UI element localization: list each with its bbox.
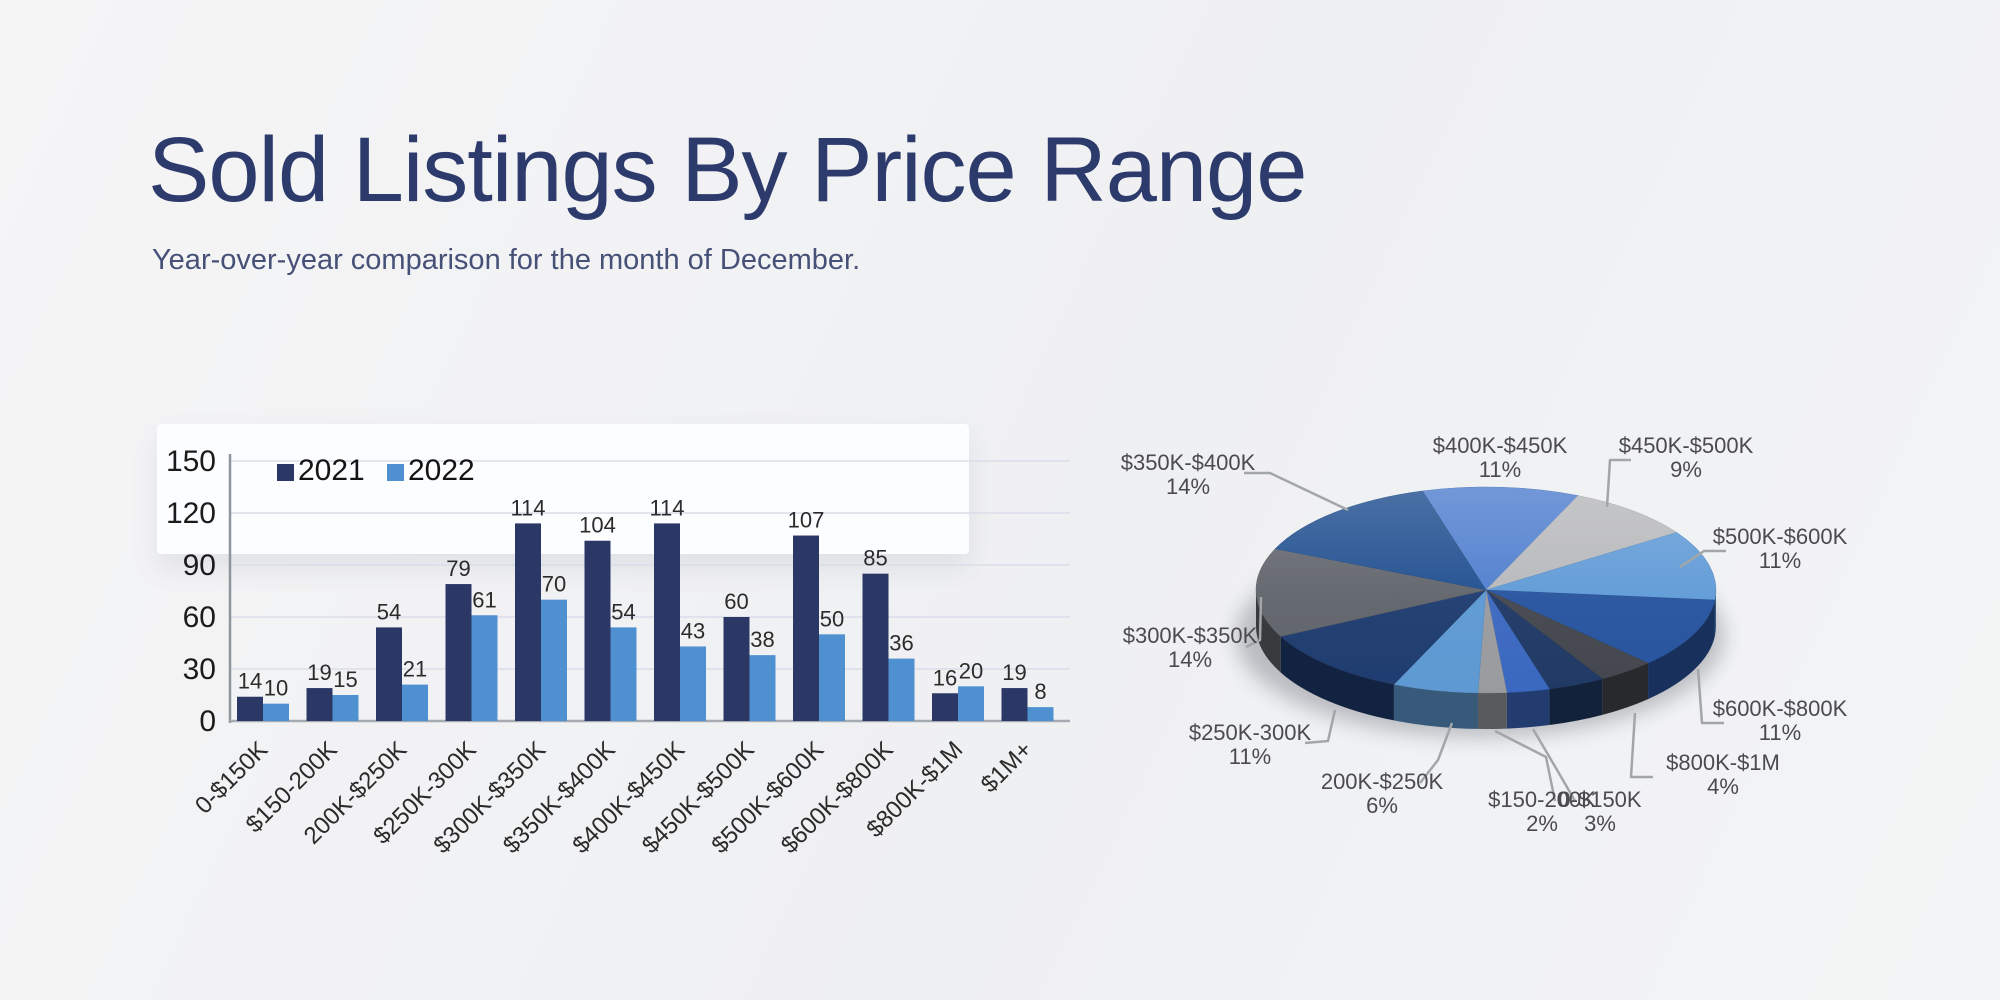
bar-value-label: 21 (403, 657, 427, 682)
bar-value-label: 107 (788, 508, 825, 533)
pie-leader-$150-200K (1494, 729, 1557, 802)
y-tick-label: 60 (183, 601, 216, 634)
bar-value-label: 16 (933, 665, 957, 690)
pie-leader-0-$150K (1531, 728, 1577, 802)
pie-slice-side-0-$150K (1506, 689, 1550, 729)
pie-label-$150-200K: $150-200K 2% (1488, 787, 1596, 836)
pie-leader-200K-$250K (1419, 722, 1454, 784)
bar-2022 (402, 684, 428, 721)
bar-2021 (654, 523, 680, 721)
bar-value-label: 50 (820, 606, 844, 631)
bar-value-label: 114 (510, 495, 545, 520)
bar-value-label: 79 (446, 556, 470, 581)
y-tick-label: 0 (199, 705, 216, 738)
pie-slice-side-200K-$250K (1393, 684, 1478, 729)
bar-value-label: 85 (863, 546, 887, 571)
bar-2021 (932, 693, 958, 721)
y-tick-label: 120 (166, 497, 216, 530)
bar-value-label: 38 (750, 627, 774, 652)
bar-value-label: 70 (542, 572, 566, 597)
pie-label-$400K-$450K: $400K-$450K 11% (1433, 433, 1568, 482)
pie-label-$600K-$800K: $600K-$800K 11% (1713, 696, 1848, 745)
bar-2021 (306, 688, 333, 721)
pie-slice-side (1549, 678, 1603, 726)
bar-value-label: 60 (724, 589, 748, 614)
bar-value-label: 10 (264, 676, 288, 701)
bar-2022 (471, 615, 498, 721)
pie-slice-side-$500K-$600K (1714, 590, 1716, 637)
legend-label-2022: 2022 (408, 454, 475, 487)
pie-leader-$500K-$600K (1679, 549, 1726, 569)
pie-leader-$600K-$800K (1696, 668, 1724, 725)
bar-value-label: 54 (611, 599, 635, 624)
bar-2021 (237, 696, 263, 721)
bar-value-label: 14 (238, 669, 262, 694)
pie-label-$800K-$1M: $800K-$1M 4% (1666, 750, 1780, 799)
y-tick-label: 30 (183, 653, 216, 686)
pie-sheen (1256, 487, 1716, 693)
pie-leader-$800K-$1M (1629, 712, 1653, 779)
bar-2021 (584, 540, 611, 721)
bar-group-$1M+: 19 8 $1M+ (976, 660, 1054, 798)
bar-2022 (610, 627, 637, 721)
bar-2022 (819, 634, 845, 721)
bar-2021 (793, 535, 819, 721)
pie-slice-side-$800K-$1M (1602, 663, 1649, 715)
pie-slice-side-$300K-$350K (1256, 590, 1281, 673)
bar-value-label: 19 (307, 660, 331, 685)
bar-value-label: 114 (649, 495, 684, 520)
bar-value-label: 20 (959, 658, 983, 683)
bar-value-label: 54 (377, 599, 401, 624)
y-tick-label: 90 (183, 549, 216, 582)
pie-leader-$450K-$500K (1605, 458, 1631, 508)
pie-chart: $400K-$450K 11% $450K-$500K 9% $500K-$600K 11… (1121, 433, 1848, 836)
pie-leader-$250K-300K (1304, 709, 1337, 745)
pie-label-$300K-$350K: $300K-$350K 14% (1123, 623, 1258, 672)
bar-value-label: 104 (579, 513, 616, 538)
pie-leader-$350K-$400K (1244, 471, 1349, 512)
pie-label-$500K-$600K: $500K-$600K 11% (1713, 524, 1848, 573)
y-tick-label: 150 (166, 445, 216, 478)
x-category-label: $1M+ (976, 736, 1038, 798)
bar-2022 (1027, 707, 1054, 721)
pie-label-0-$150K: 0-$150K 3% (1558, 787, 1642, 836)
legend-swatch-2021 (277, 464, 294, 481)
bar-2021 (1001, 688, 1028, 721)
legend-swatch-2022 (387, 464, 404, 481)
bar-2021 (862, 573, 889, 721)
bar-2021 (515, 523, 541, 721)
pie-label-$250K-300K: $250K-300K 11% (1189, 720, 1312, 769)
bar-value-label: 15 (333, 667, 357, 692)
bar-2022 (958, 686, 984, 721)
bar-2021 (376, 627, 402, 721)
bar-2022 (332, 695, 359, 721)
bar-chart-card (157, 424, 969, 554)
bar-2022 (263, 703, 289, 721)
pie-slice-side-$250K-300K (1280, 636, 1394, 721)
bar-2022 (680, 646, 706, 721)
pie-slice-side-$150-200K (1477, 692, 1507, 729)
bar-value-label: 61 (472, 587, 496, 612)
bar-value-label: 36 (889, 631, 913, 656)
bar-2021 (723, 617, 750, 721)
pie-leader-$300K-$350K (1245, 596, 1263, 649)
bar-value-label: 19 (1002, 660, 1026, 685)
page-title: Sold Listings By Price Range (148, 119, 1307, 221)
bar-value-label: 8 (1034, 679, 1046, 704)
page-subtitle: Year-over-year comparison for the month … (152, 244, 861, 276)
legend-label-2021: 2021 (298, 454, 365, 487)
bar-2022 (749, 655, 776, 721)
bar-2022 (541, 599, 567, 721)
bar-2021 (445, 584, 472, 721)
pie-label-$450K-$500K: $450K-$500K 9% (1619, 433, 1754, 482)
bar-2022 (888, 658, 915, 721)
bar-value-label: 43 (681, 618, 705, 643)
pie-slice-side-$600K-$800K (1648, 600, 1715, 700)
pie-label-$350K-$400K: $350K-$400K 14% (1121, 450, 1256, 499)
pie-label-200K-$250K: 200K-$250K 6% (1321, 769, 1444, 818)
